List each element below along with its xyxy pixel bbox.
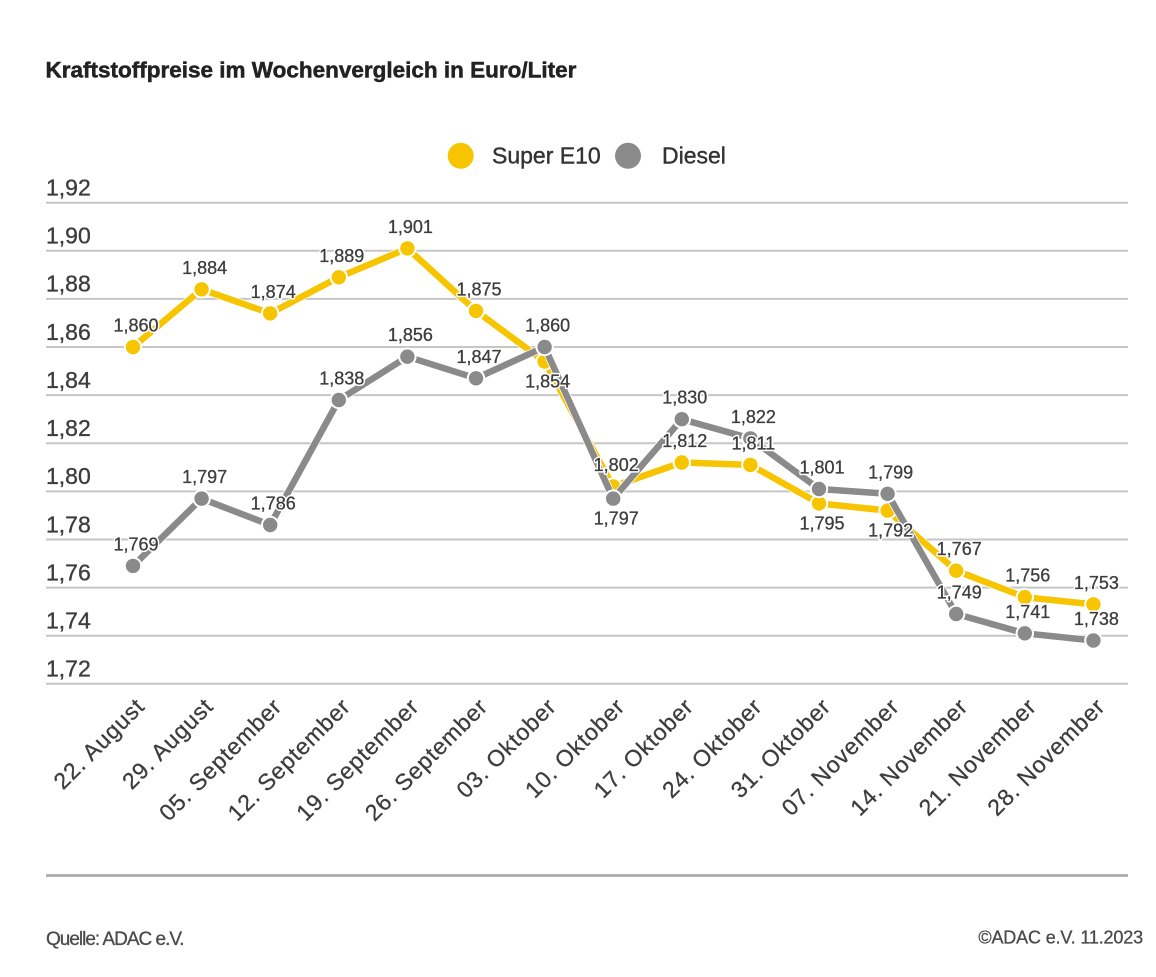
svg-text:1,901: 1,901 [388,217,433,237]
svg-text:1,811: 1,811 [732,433,776,453]
svg-text:1,799: 1,799 [868,462,913,482]
svg-text:1,901: 1,901 [388,217,433,237]
svg-text:1,72: 1,72 [46,656,91,682]
svg-text:1,769: 1,769 [113,534,158,554]
svg-text:1,812: 1,812 [662,431,707,451]
svg-text:1,767: 1,767 [937,539,982,559]
svg-text:1,797: 1,797 [182,467,227,487]
svg-text:1,797: 1,797 [182,467,227,487]
svg-text:1,753: 1,753 [1074,573,1119,593]
svg-text:1,756: 1,756 [1005,566,1050,586]
svg-text:1,822: 1,822 [731,407,776,427]
svg-text:Super E10: Super E10 [492,143,601,169]
svg-text:1,838: 1,838 [319,369,364,389]
svg-text:1,797: 1,797 [594,509,639,529]
svg-text:1,860: 1,860 [113,316,158,336]
svg-text:1,860: 1,860 [525,316,570,336]
svg-text:1,74: 1,74 [46,608,91,634]
svg-text:1,822: 1,822 [731,407,776,427]
svg-text:1,812: 1,812 [662,431,707,451]
svg-text:1,753: 1,753 [1074,573,1119,593]
svg-text:1,802: 1,802 [594,455,639,475]
svg-text:1,749: 1,749 [937,583,982,603]
svg-text:1,92: 1,92 [46,175,91,201]
svg-text:1,889: 1,889 [319,246,364,266]
svg-text:1,792: 1,792 [868,521,913,541]
svg-text:1,854: 1,854 [525,372,570,392]
svg-text:1,856: 1,856 [388,325,433,345]
svg-text:1,874: 1,874 [251,282,296,302]
svg-text:1,860: 1,860 [113,316,158,336]
svg-text:1,797: 1,797 [594,509,639,529]
svg-text:1,86: 1,86 [46,319,91,345]
svg-text:1,792: 1,792 [868,521,913,541]
svg-text:Quelle: ADAC e.V.: Quelle: ADAC e.V. [46,929,184,950]
svg-text:1,889: 1,889 [319,246,364,266]
svg-text:1,795: 1,795 [799,513,844,533]
svg-text:1,874: 1,874 [251,282,296,302]
svg-text:1,738: 1,738 [1074,609,1119,629]
svg-text:1,767: 1,767 [937,539,982,559]
svg-text:1,84: 1,84 [46,367,91,393]
svg-text:1,860: 1,860 [525,316,570,336]
svg-text:1,801: 1,801 [799,458,844,478]
svg-text:1,802: 1,802 [594,455,639,475]
svg-text:1,830: 1,830 [662,388,707,408]
svg-text:1,875: 1,875 [456,279,501,299]
svg-text:1,856: 1,856 [388,325,433,345]
svg-text:1,847: 1,847 [456,347,501,367]
svg-text:1,786: 1,786 [251,494,296,514]
svg-text:1,847: 1,847 [456,347,501,367]
svg-text:1,799: 1,799 [868,462,913,482]
svg-text:1,884: 1,884 [182,258,227,278]
svg-text:1,795: 1,795 [799,513,844,533]
svg-text:1,875: 1,875 [456,279,501,299]
svg-text:1,786: 1,786 [251,494,296,514]
svg-text:1,88: 1,88 [46,271,91,297]
svg-text:1,830: 1,830 [662,388,707,408]
svg-text:1,76: 1,76 [46,559,91,585]
svg-text:1,749: 1,749 [937,583,982,603]
svg-text:1,756: 1,756 [1005,566,1050,586]
svg-text:1,769: 1,769 [113,534,158,554]
svg-text:1,82: 1,82 [46,415,91,441]
svg-text:1,884: 1,884 [182,258,227,278]
svg-text:1,78: 1,78 [46,511,91,537]
svg-text:1,90: 1,90 [46,223,91,249]
svg-text:Diesel: Diesel [662,143,726,169]
svg-text:1,801: 1,801 [799,458,844,478]
svg-text:©ADAC e.V. 11.2023: ©ADAC e.V. 11.2023 [978,928,1143,948]
svg-text:1,80: 1,80 [46,463,91,489]
svg-text:1,738: 1,738 [1074,609,1119,629]
svg-text:1,741: 1,741 [1005,602,1050,622]
svg-text:1,811: 1,811 [732,433,776,453]
svg-text:1,854: 1,854 [525,372,570,392]
svg-text:1,838: 1,838 [319,369,364,389]
svg-text:Kraftstoffpreise im Wochenverg: Kraftstoffpreise im Wochenvergleich in E… [46,58,577,83]
svg-text:1,741: 1,741 [1005,602,1050,622]
